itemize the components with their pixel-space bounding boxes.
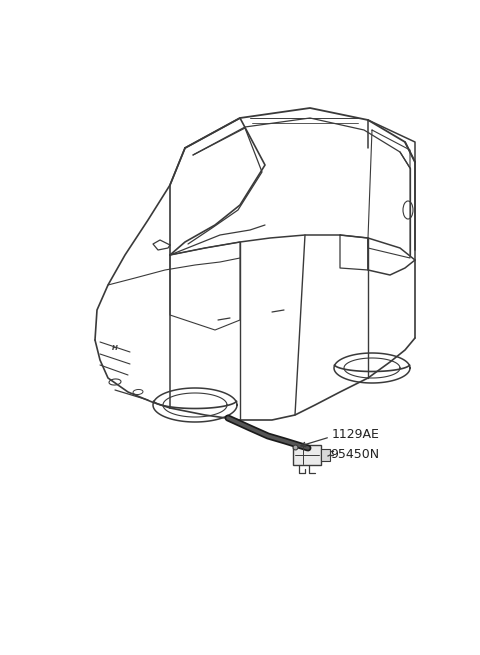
- Text: 1129AE: 1129AE: [332, 428, 380, 441]
- FancyBboxPatch shape: [293, 445, 321, 465]
- Text: 95450N: 95450N: [330, 449, 379, 462]
- FancyBboxPatch shape: [321, 449, 330, 461]
- Text: H: H: [112, 345, 118, 351]
